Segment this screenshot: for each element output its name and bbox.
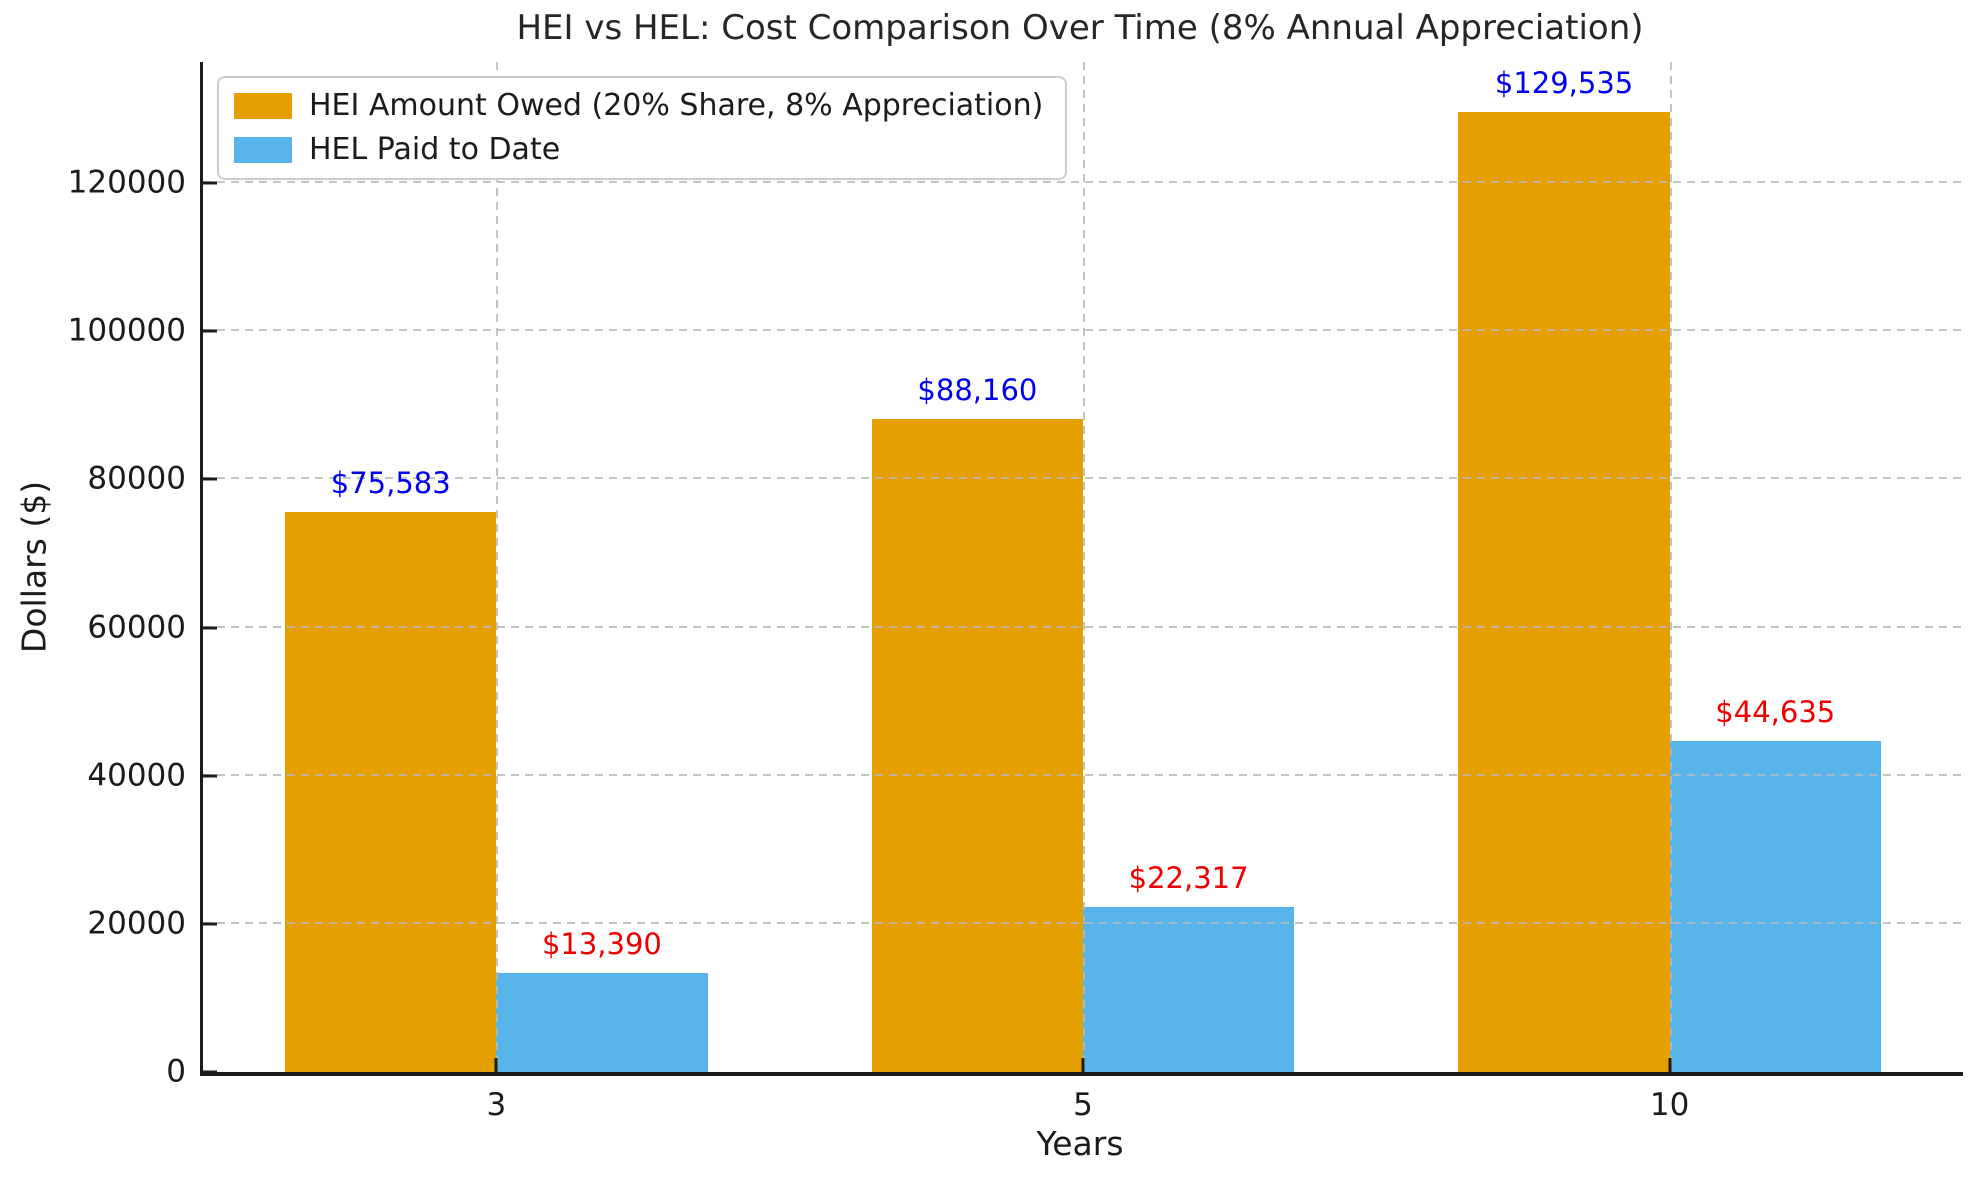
- bar-hei-year-5: [871, 418, 1083, 1072]
- bar-hei-year-10: [1458, 112, 1670, 1072]
- ygrid-line-80000: [203, 477, 1963, 480]
- ytick-label-120000: 120000: [67, 164, 186, 201]
- ytick-100000: [203, 329, 217, 333]
- hel-series-swatch-icon: [234, 136, 292, 163]
- x-axis-label: Years: [1036, 1124, 1124, 1163]
- xtick-label-5: 5: [1073, 1087, 1093, 1123]
- ytick-label-60000: 60000: [87, 609, 186, 646]
- ytick-0: [203, 1070, 217, 1074]
- ytick-label-80000: 80000: [87, 460, 186, 497]
- legend-item-hel: HEL Paid to Date: [234, 131, 1043, 168]
- ytick-40000: [203, 774, 217, 778]
- legend-label-hei: HEI Amount Owed (20% Share, 8% Appreciat…: [309, 88, 1044, 123]
- ygrid-line-100000: [203, 329, 1963, 332]
- ytick-20000: [203, 922, 217, 926]
- bar-hel-year-5: [1083, 906, 1295, 1072]
- bar-label-hel-year-3: $13,390: [541, 926, 662, 961]
- xtick-10: [1668, 1058, 1672, 1072]
- bar-hel-year-3: [496, 972, 708, 1072]
- ytick-label-100000: 100000: [67, 312, 186, 349]
- ytick-120000: [203, 181, 217, 185]
- xtick-3: [494, 1058, 498, 1072]
- ytick-label-0: 0: [166, 1053, 186, 1090]
- xgrid-line-3: [496, 62, 499, 1072]
- plot-area: HEI Amount Owed (20% Share, 8% Appreciat…: [68, 62, 1963, 1121]
- bar-label-hel-year-5: $22,317: [1128, 860, 1249, 895]
- bar-label-hei-year-5: $88,160: [917, 372, 1038, 407]
- ygrid-line-120000: [203, 181, 1963, 184]
- legend: HEI Amount Owed (20% Share, 8% Appreciat…: [217, 76, 1068, 180]
- bar-label-hei-year-3: $75,583: [330, 466, 451, 501]
- legend-item-hei: HEI Amount Owed (20% Share, 8% Appreciat…: [234, 88, 1044, 124]
- y-axis-label: Dollars ($): [14, 480, 54, 654]
- chart-title: HEI vs HEL: Cost Comparison Over Time (8…: [516, 8, 1644, 48]
- hei-series-swatch-icon: [234, 93, 292, 120]
- bar-hel-year-10: [1669, 741, 1881, 1072]
- ytick-label-40000: 40000: [87, 757, 186, 794]
- ytick-60000: [203, 626, 217, 630]
- legend-label-hel: HEL Paid to Date: [309, 131, 561, 167]
- bar-label-hei-year-10: $129,535: [1494, 66, 1634, 101]
- ytick-label-20000: 20000: [87, 905, 186, 942]
- xtick-5: [1081, 1058, 1085, 1072]
- xtick-label-3: 3: [486, 1087, 507, 1123]
- bar-hei-year-3: [285, 512, 497, 1072]
- bar-label-hel-year-10: $44,635: [1715, 695, 1836, 730]
- xtick-label-10: 10: [1649, 1087, 1690, 1123]
- ytick-80000: [203, 477, 217, 481]
